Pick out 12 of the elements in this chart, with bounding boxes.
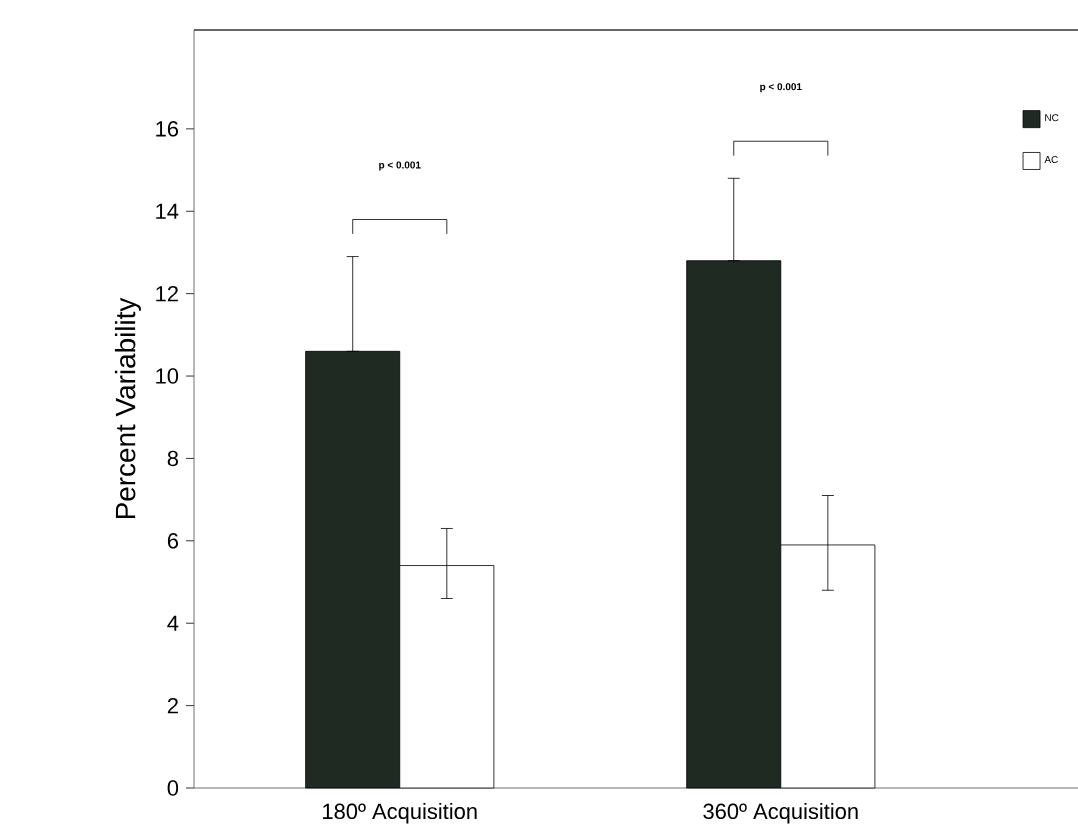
- y-tick-label: 2: [167, 697, 178, 714]
- y-tick-label: 14: [156, 203, 179, 219]
- y-tick-label: 10: [156, 368, 179, 384]
- x-tick-label: 180º Acquisition: [323, 803, 477, 824]
- y-tick-label: 12: [156, 286, 178, 302]
- y-axis-title: Percent Variability: [114, 297, 141, 519]
- y-tick-label: 6: [167, 533, 179, 549]
- y-tick-label: 16: [156, 121, 179, 137]
- y-tick-label: 0: [167, 780, 179, 796]
- y-tick-label: 8: [167, 450, 179, 467]
- y-tick-label: 4: [167, 615, 179, 631]
- x-tick-label: 360º Acquisition: [703, 803, 858, 824]
